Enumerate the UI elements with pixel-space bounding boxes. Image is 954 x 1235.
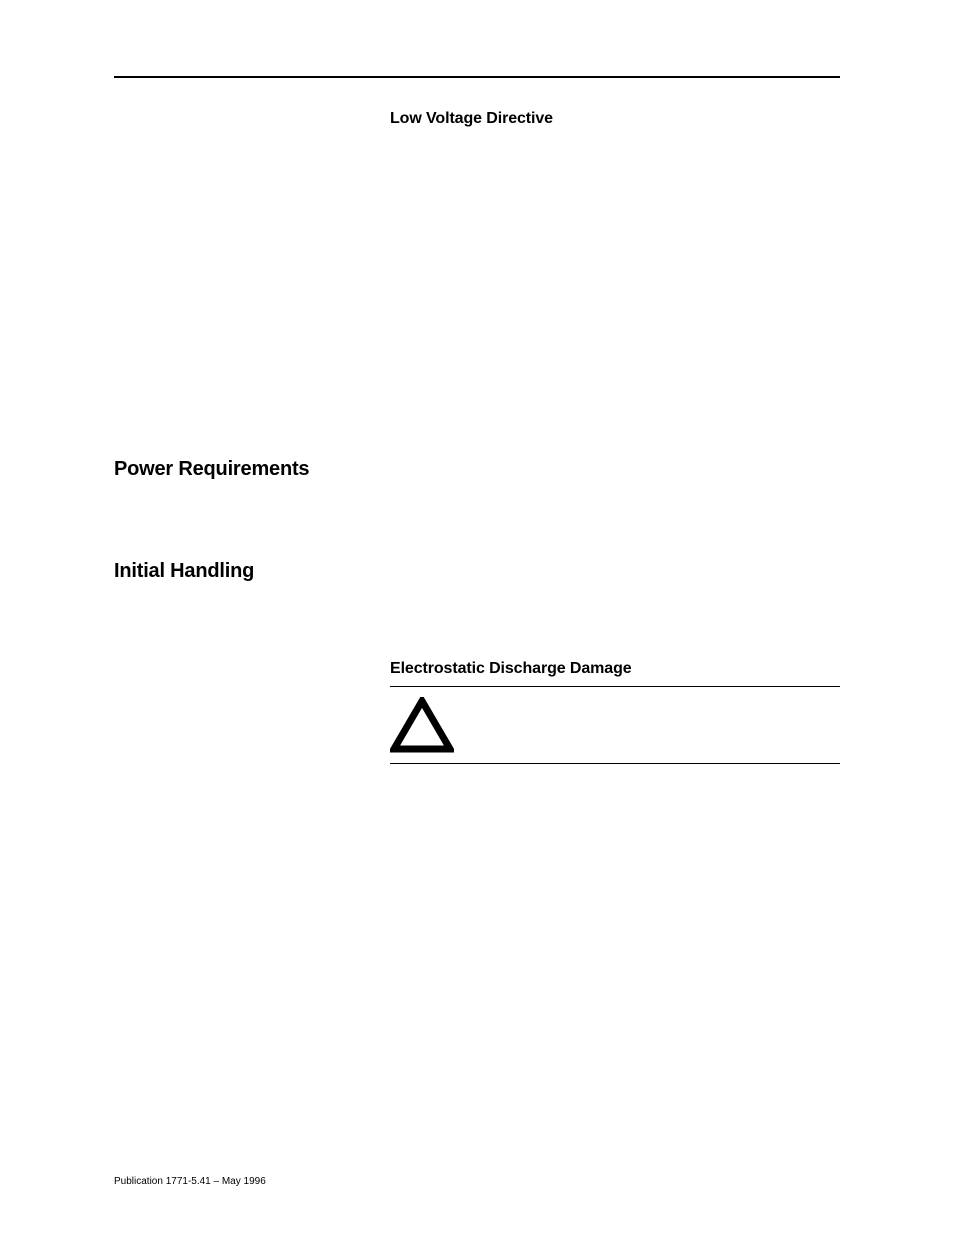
spacer <box>114 584 840 660</box>
heading-power-requirements: Power Requirements <box>114 456 382 482</box>
footer-publication: Publication 1771-5.41 – May 1996 <box>114 1176 266 1187</box>
left-column-empty <box>114 660 390 764</box>
right-column-empty <box>390 558 840 584</box>
top-horizontal-rule <box>114 76 840 78</box>
right-column: Low Voltage Directive <box>390 110 840 136</box>
heading-initial-handling: Initial Handling <box>114 558 382 584</box>
heading-low-voltage: Low Voltage Directive <box>390 110 840 128</box>
right-column-empty <box>390 456 840 482</box>
spacer <box>114 482 840 558</box>
document-page: Low Voltage Directive Power Requirements… <box>0 0 954 1235</box>
section-power-requirements: Power Requirements <box>114 456 840 482</box>
left-column-empty <box>114 110 390 136</box>
left-column: Initial Handling <box>114 558 390 584</box>
warning-callout <box>390 686 840 764</box>
warning-triangle-icon <box>390 697 462 753</box>
spacer <box>114 136 840 456</box>
section-low-voltage: Low Voltage Directive <box>114 110 840 136</box>
section-esd: Electrostatic Discharge Damage <box>114 660 840 764</box>
heading-esd: Electrostatic Discharge Damage <box>390 660 840 678</box>
section-initial-handling: Initial Handling <box>114 558 840 584</box>
right-column: Electrostatic Discharge Damage <box>390 660 840 764</box>
left-column: Power Requirements <box>114 456 390 482</box>
